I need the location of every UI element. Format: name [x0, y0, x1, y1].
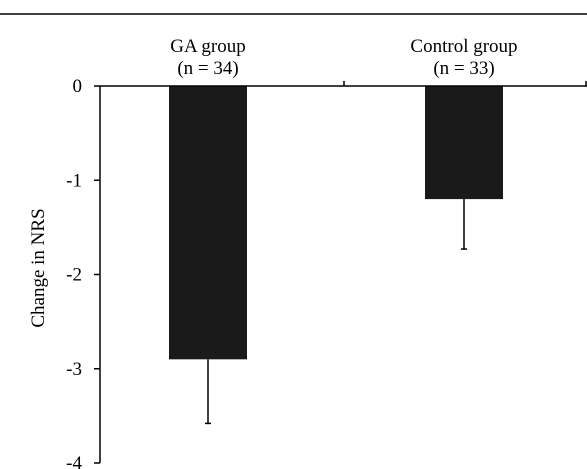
category-label-control: Control group [410, 36, 517, 57]
y-tick-label: 0 [73, 76, 83, 97]
bar [169, 86, 247, 360]
y-tick-label: -1 [66, 170, 82, 191]
bar [425, 86, 503, 200]
category-sublabel-ga: (n = 34) [177, 58, 238, 79]
y-axis-title: Change in NRS [28, 208, 49, 327]
category-sublabel-control: (n = 33) [433, 58, 494, 79]
y-tick-label: -3 [66, 359, 82, 380]
y-tick-label: -2 [66, 265, 82, 286]
y-tick-label: -4 [66, 453, 82, 469]
category-label-ga: GA group [170, 36, 245, 57]
